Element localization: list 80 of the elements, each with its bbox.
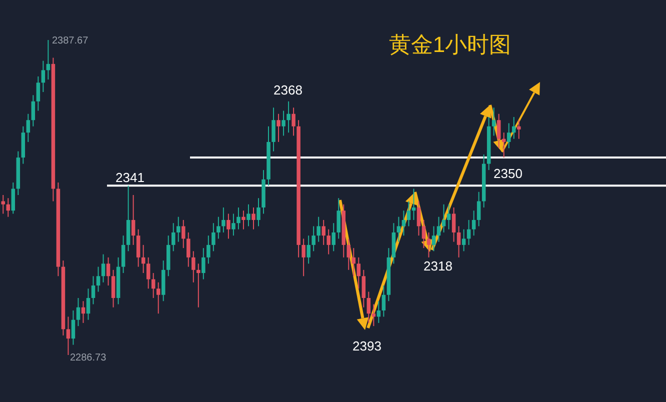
candlestick [256,198,260,227]
candlestick [31,94,36,127]
candlestick [456,226,461,258]
candlestick [66,316,70,356]
candlestick [382,285,386,318]
candlestick [96,266,100,292]
candlestick [232,213,236,236]
candlestick [11,182,16,214]
candlestick [276,113,280,142]
candlestick [222,206,226,233]
ref-line-label: 2350 [494,166,522,182]
candlestick [492,107,496,136]
candlestick [302,238,306,277]
candlestick [462,228,466,252]
candlestick [426,232,431,258]
candlestick [146,256,150,290]
candlestick [236,206,240,230]
candlestick [292,107,296,136]
annotation: 2318 [424,258,452,274]
candlestick [272,107,276,152]
candlestick [406,200,411,227]
candlestick [346,238,351,270]
candlestick [246,204,250,227]
candlestick [76,297,80,327]
candlestick [86,288,90,320]
annotation: 2286.73 [70,352,107,364]
candlestick [416,200,421,236]
candlestick [476,191,481,227]
candlestick [286,100,290,134]
candlestick [396,216,401,242]
annotation: 2368 [274,82,302,98]
candlestick [312,226,316,252]
candlestick [252,206,256,230]
candlestick [216,216,220,240]
candlestick [176,216,180,242]
candlestick [71,310,76,346]
annotation: 2387.67 [52,36,89,46]
candlestick [322,219,326,246]
candlestick [136,228,140,268]
candlestick [1,194,6,214]
candlestick [366,291,371,324]
candlestick [106,256,110,286]
ref-line-label: 2341 [116,170,144,186]
candlestick [186,232,190,268]
candlestick [506,122,511,149]
candlestick [196,263,200,308]
candlestick [192,250,196,283]
candlestick [226,213,230,240]
candlestick [326,228,330,255]
candlestick [202,248,206,280]
candlestick [41,60,46,93]
candlestick [336,198,340,240]
candlestick [91,276,96,305]
candlestick [436,216,441,242]
candlestick [182,219,186,249]
candlestick [362,269,366,308]
chart-title: 黄金1小时图 [388,32,512,57]
candlestick [282,110,286,136]
candlestick [356,256,361,290]
candlestick [452,206,456,242]
candlestick [242,210,246,230]
candlestick [472,210,476,236]
candlestick [111,269,116,308]
candlestick [101,254,106,283]
candlestick [212,222,216,252]
candlestick [446,204,451,230]
candlestick [496,113,501,149]
candlestick [156,282,160,314]
candlestick [306,235,310,264]
candlestick [171,222,176,252]
annotation: 2393 [352,338,382,354]
candlestick [432,226,436,252]
candlestick [26,113,30,142]
candlestick [422,219,426,249]
candlestick [332,222,336,252]
candlestick [36,76,40,112]
candlestick [206,235,210,264]
candlestick [316,216,320,242]
candlestick [121,235,126,274]
candlestick [131,194,136,246]
